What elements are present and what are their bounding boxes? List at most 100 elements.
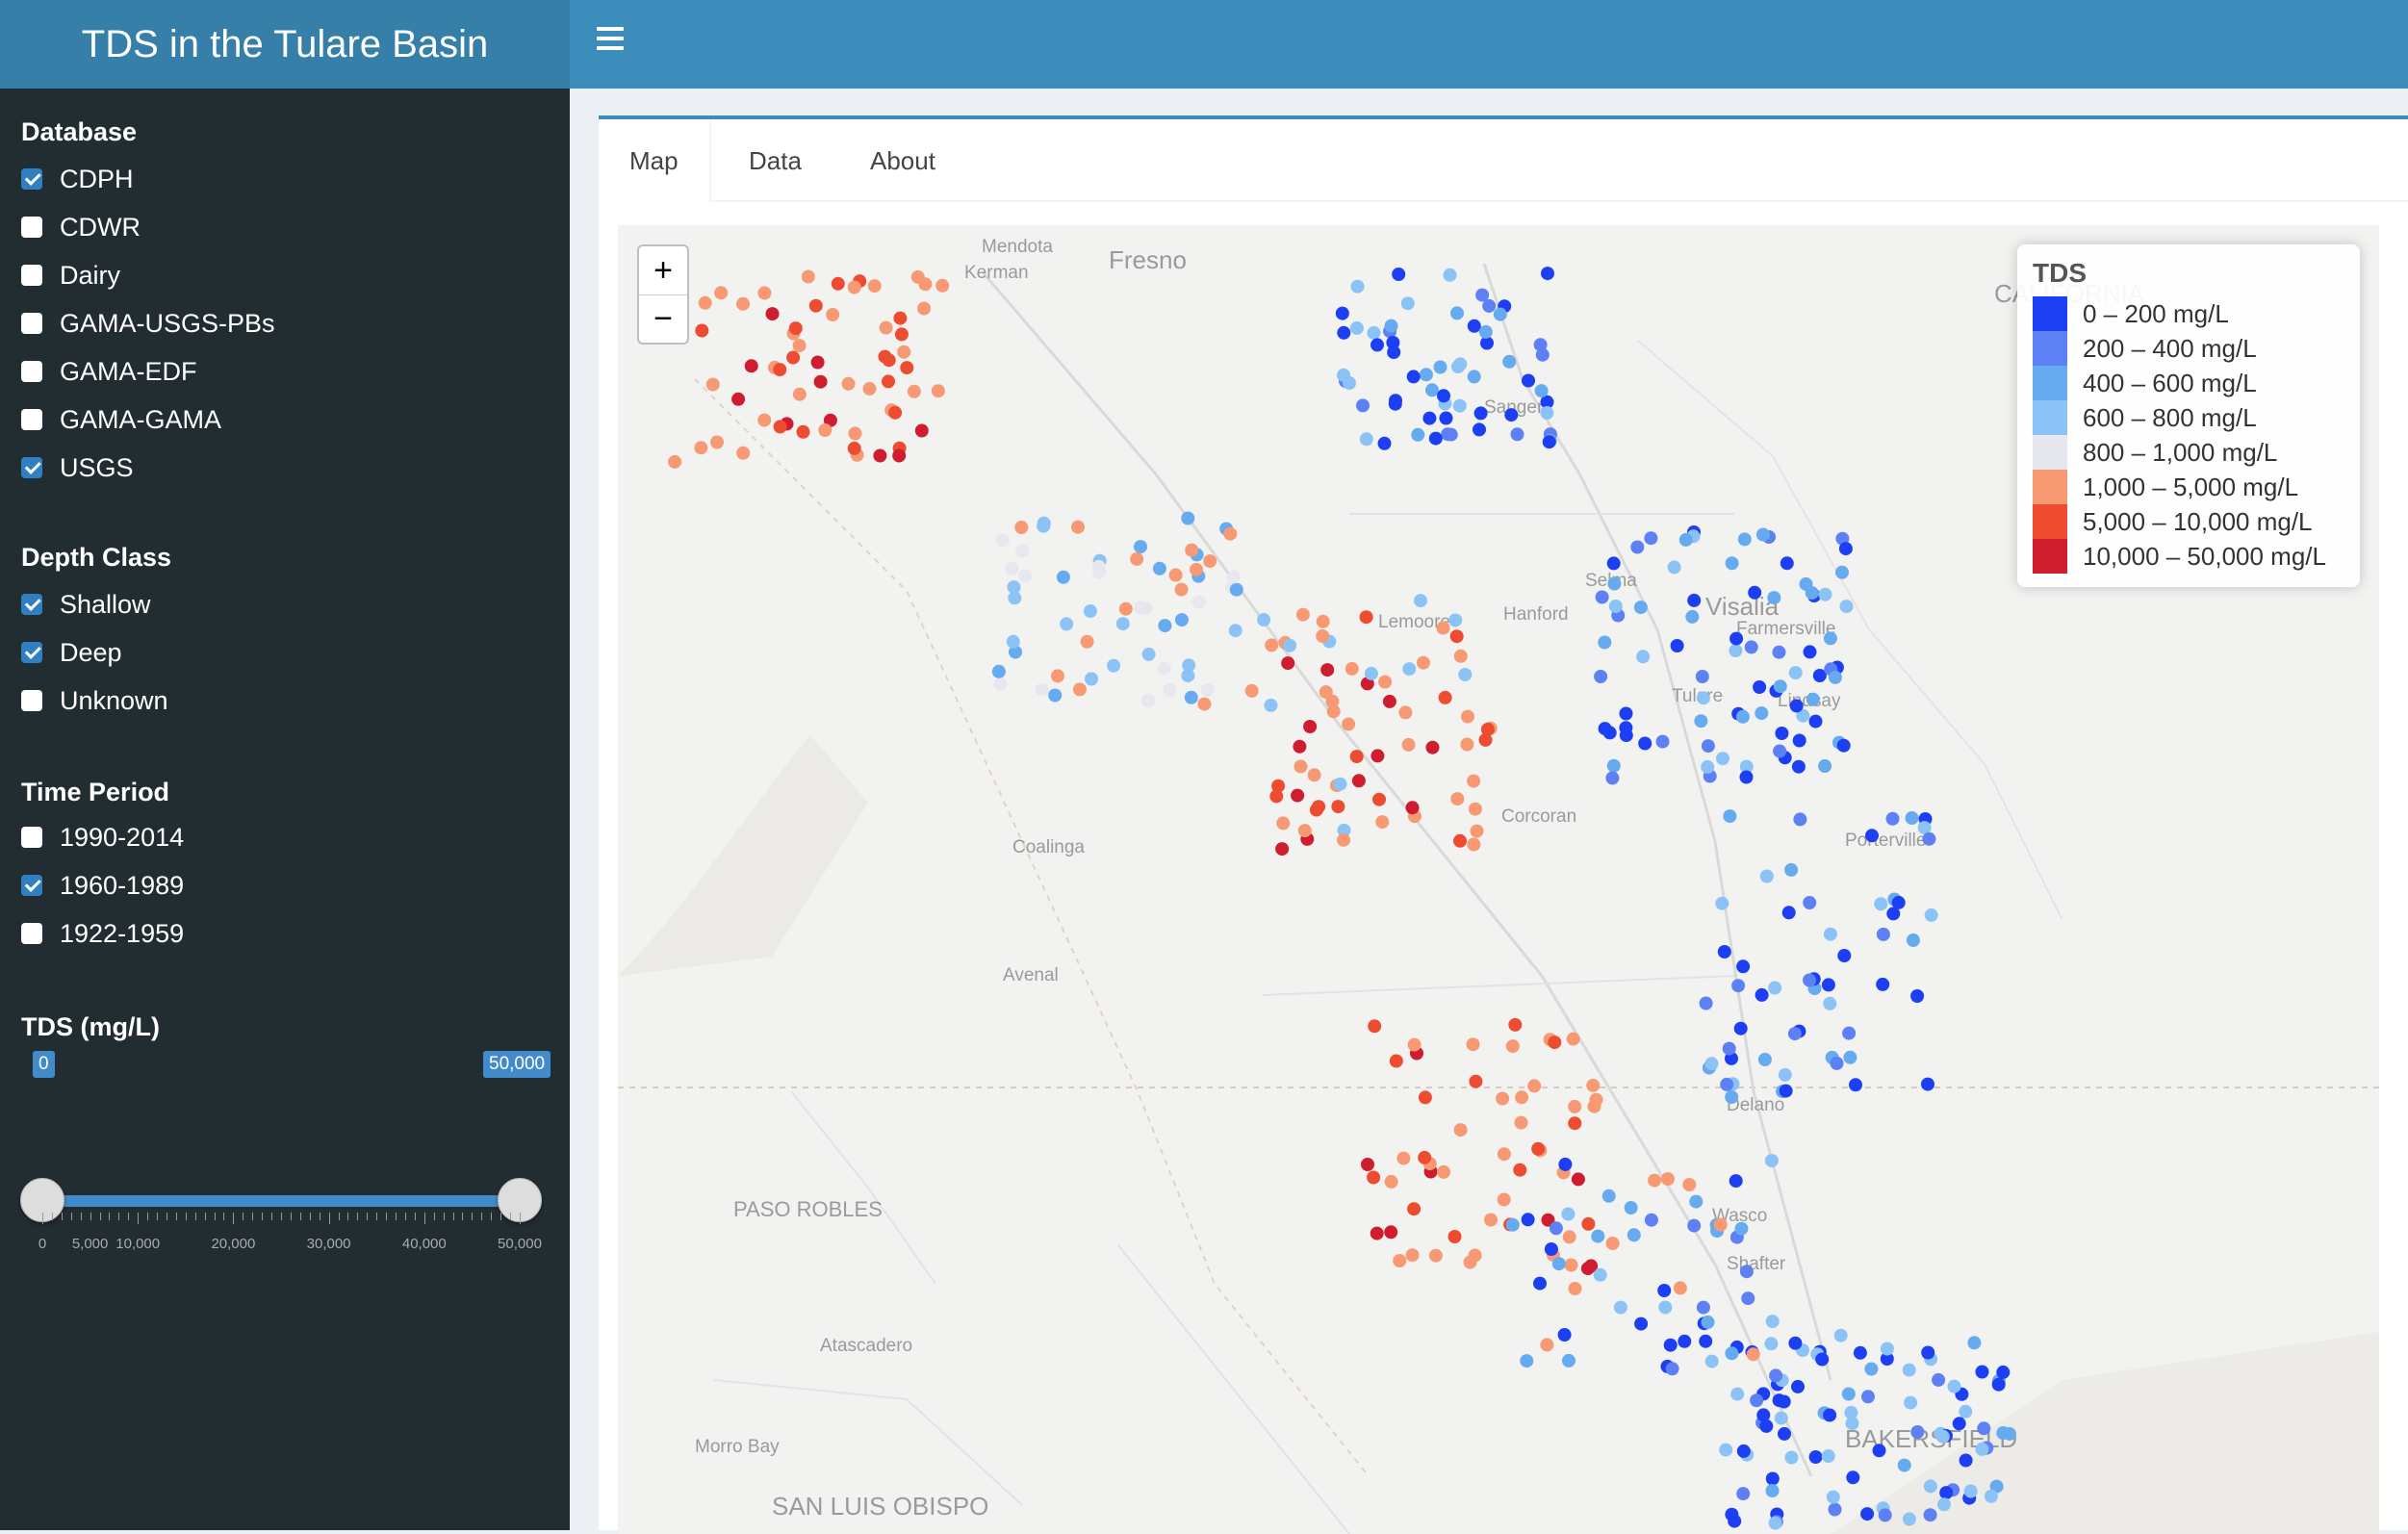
sample-point[interactable]: [1739, 770, 1754, 784]
sample-point[interactable]: [873, 448, 887, 463]
sample-point[interactable]: [1699, 1334, 1713, 1348]
sample-point[interactable]: [1796, 708, 1810, 723]
sample-point[interactable]: [1006, 634, 1020, 649]
sample-point[interactable]: [1606, 758, 1621, 773]
sample-point[interactable]: [1534, 384, 1549, 398]
sample-point[interactable]: [1422, 411, 1437, 425]
sample-point[interactable]: [1757, 1053, 1772, 1066]
sample-point[interactable]: [1689, 1194, 1704, 1209]
sample-point[interactable]: [1425, 740, 1440, 754]
sample-point[interactable]: [1818, 587, 1832, 601]
sample-point[interactable]: [1562, 1353, 1575, 1368]
sample-point[interactable]: [1701, 1315, 1715, 1329]
sample-point[interactable]: [1593, 1267, 1607, 1282]
sample-point[interactable]: [1473, 422, 1486, 437]
sample-point[interactable]: [1157, 661, 1171, 676]
sample-point[interactable]: [1665, 1362, 1679, 1376]
sample-point[interactable]: [1564, 1258, 1578, 1272]
sample-point[interactable]: [1542, 435, 1556, 449]
sample-point[interactable]: [862, 381, 877, 396]
checkbox-box[interactable]: [21, 313, 42, 334]
sample-point[interactable]: [1060, 617, 1074, 631]
sample-point[interactable]: [1699, 996, 1713, 1010]
sample-point[interactable]: [1568, 1282, 1582, 1295]
sample-point[interactable]: [1932, 1372, 1946, 1387]
sample-point[interactable]: [1967, 1336, 1982, 1350]
sample-point[interactable]: [1048, 688, 1063, 703]
sample-point[interactable]: [1730, 1387, 1745, 1401]
sample-point[interactable]: [1548, 1035, 1562, 1050]
sample-point[interactable]: [1370, 1226, 1384, 1240]
sample-point[interactable]: [1544, 1242, 1558, 1256]
sample-point[interactable]: [1293, 739, 1307, 754]
sample-point[interactable]: [1482, 298, 1497, 313]
sample-point[interactable]: [1342, 717, 1356, 731]
sample-point[interactable]: [1018, 569, 1033, 583]
sample-point[interactable]: [1319, 685, 1333, 700]
sample-point[interactable]: [1605, 1237, 1620, 1250]
sample-point[interactable]: [810, 355, 825, 370]
sample-point[interactable]: [1784, 1450, 1799, 1465]
sample-point[interactable]: [914, 423, 929, 438]
sample-point[interactable]: [1657, 1284, 1672, 1297]
sample-point[interactable]: [1197, 697, 1212, 711]
sample-point[interactable]: [1716, 752, 1729, 766]
sample-point[interactable]: [1388, 396, 1402, 411]
sample-point[interactable]: [788, 321, 803, 336]
sample-point[interactable]: [1007, 580, 1021, 595]
sample-point[interactable]: [1470, 824, 1484, 838]
sample-point[interactable]: [1115, 617, 1130, 631]
sample-point[interactable]: [1469, 1074, 1483, 1088]
sample-point[interactable]: [1056, 570, 1070, 584]
sample-point[interactable]: [1768, 981, 1782, 995]
sample-point[interactable]: [1989, 1479, 2004, 1494]
sample-point[interactable]: [1715, 896, 1729, 910]
sample-point[interactable]: [1687, 1218, 1702, 1233]
sample-point[interactable]: [1853, 1345, 1867, 1360]
checkbox-box[interactable]: [21, 361, 42, 382]
sample-point[interactable]: [931, 384, 945, 398]
sample-point[interactable]: [1508, 1017, 1523, 1032]
sample-point[interactable]: [1755, 527, 1770, 542]
sample-point[interactable]: [1880, 1352, 1894, 1366]
sample-point[interactable]: [1803, 973, 1816, 987]
sample-point[interactable]: [1367, 325, 1381, 340]
sample-point[interactable]: [773, 420, 787, 434]
slider-low-handle[interactable]: [20, 1178, 64, 1222]
sample-point[interactable]: [1382, 694, 1396, 708]
sample-point[interactable]: [1568, 1099, 1582, 1113]
sample-point[interactable]: [1729, 1174, 1743, 1189]
sample-point[interactable]: [1118, 601, 1133, 616]
sample-point[interactable]: [1540, 1338, 1554, 1352]
sample-point[interactable]: [1977, 1421, 1991, 1436]
sample-point[interactable]: [1549, 1221, 1563, 1236]
sample-point[interactable]: [1515, 1090, 1529, 1105]
sample-point[interactable]: [867, 279, 882, 294]
sample-point[interactable]: [1436, 621, 1450, 635]
sample-point[interactable]: [1387, 345, 1401, 359]
sample-point[interactable]: [1182, 658, 1196, 673]
sample-point[interactable]: [1406, 370, 1421, 384]
sample-point[interactable]: [1371, 338, 1384, 352]
sample-point[interactable]: [1333, 777, 1347, 791]
sample-point[interactable]: [1392, 268, 1406, 281]
sample-point[interactable]: [1438, 690, 1452, 704]
sample-point[interactable]: [1497, 1147, 1511, 1162]
sample-point[interactable]: [1594, 670, 1608, 683]
sample-point[interactable]: [1141, 647, 1156, 661]
sample-point[interactable]: [1765, 1315, 1780, 1329]
sample-point[interactable]: [1799, 576, 1813, 591]
sample-point[interactable]: [1660, 1172, 1675, 1186]
sample-point[interactable]: [1844, 1405, 1858, 1419]
checkbox-gama-gama[interactable]: GAMA-GAMA: [21, 402, 221, 437]
sample-point[interactable]: [1407, 1202, 1422, 1216]
sample-point[interactable]: [1561, 1207, 1575, 1221]
sample-point[interactable]: [1608, 600, 1623, 613]
sample-point[interactable]: [757, 413, 772, 427]
sample-point[interactable]: [1497, 1192, 1511, 1207]
sample-point[interactable]: [1484, 1213, 1498, 1227]
sample-point[interactable]: [1320, 663, 1335, 678]
sample-point[interactable]: [1425, 383, 1439, 397]
sample-point[interactable]: [1510, 427, 1524, 442]
sample-point[interactable]: [786, 350, 801, 365]
